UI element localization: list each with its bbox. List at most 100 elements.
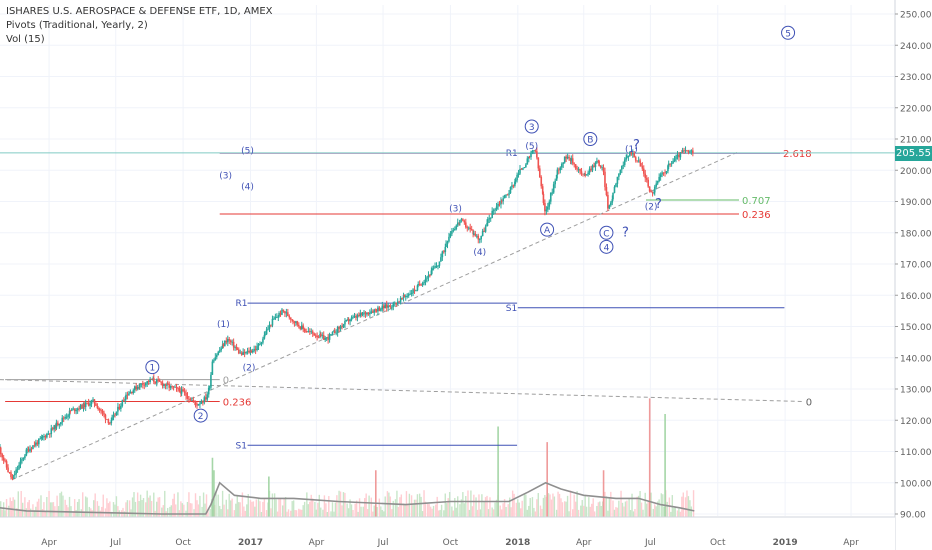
candle-body bbox=[434, 266, 436, 268]
candle-body bbox=[273, 318, 275, 320]
candle-body bbox=[611, 199, 614, 203]
candle-body bbox=[627, 155, 630, 158]
volume-bar bbox=[407, 505, 409, 518]
candle-body bbox=[338, 326, 340, 329]
candle-body bbox=[623, 159, 626, 165]
x-tick-label: Jul bbox=[644, 538, 656, 548]
candle-body bbox=[445, 244, 447, 247]
candle-body bbox=[566, 156, 569, 159]
candle-body bbox=[110, 420, 113, 424]
volume-bar bbox=[520, 508, 522, 518]
candle-body bbox=[97, 408, 99, 410]
candle-body bbox=[556, 169, 559, 175]
volume-bar bbox=[431, 508, 433, 518]
volume-bar bbox=[455, 507, 457, 518]
candle-body bbox=[281, 309, 283, 315]
volume-bar bbox=[636, 496, 638, 518]
candle-body bbox=[533, 150, 535, 151]
volume-spike bbox=[211, 457, 214, 518]
volume-bar bbox=[674, 506, 676, 518]
volume-bar bbox=[259, 501, 261, 518]
candle-body bbox=[302, 325, 305, 329]
volume-bar bbox=[149, 495, 151, 518]
volume-bar bbox=[169, 506, 171, 518]
volume-bar bbox=[75, 510, 77, 518]
volume-bar bbox=[181, 503, 184, 518]
candle-body bbox=[552, 184, 555, 193]
x-tick-label: Jul bbox=[377, 538, 389, 548]
candle-body bbox=[656, 180, 659, 184]
candle-body bbox=[608, 205, 611, 209]
candle-body bbox=[570, 158, 573, 161]
fib-level-label: 0.236 bbox=[223, 398, 252, 409]
volume-bar bbox=[645, 503, 648, 518]
volume-bar bbox=[142, 498, 145, 518]
volume-bar bbox=[35, 506, 37, 518]
wave-label: 3 bbox=[529, 123, 535, 133]
volume-bar bbox=[489, 497, 491, 518]
volume-bar bbox=[199, 495, 201, 518]
volume-bar bbox=[682, 492, 685, 518]
candle-body bbox=[4, 460, 6, 462]
volume-bar bbox=[172, 498, 174, 518]
candle-body bbox=[7, 467, 9, 473]
volume-bar bbox=[632, 511, 635, 518]
volume-bar bbox=[528, 505, 530, 518]
candle-body bbox=[282, 309, 285, 312]
candle-body bbox=[429, 275, 431, 276]
volume-bar bbox=[350, 504, 353, 518]
volume-bar bbox=[334, 502, 337, 518]
volume-bar bbox=[515, 502, 518, 518]
pivots-indicator-label[interactable]: Pivots (Traditional, Yearly, 2) bbox=[6, 20, 148, 31]
candle-body bbox=[180, 389, 183, 394]
volume-bar bbox=[227, 509, 229, 518]
candle-body bbox=[667, 165, 669, 172]
volume-bar bbox=[315, 509, 318, 518]
candle-body bbox=[265, 329, 268, 335]
candle-body bbox=[538, 168, 541, 178]
symbol-title[interactable]: ISHARES U.S. AEROSPACE & DEFENSE ETF, 1D… bbox=[6, 6, 273, 17]
candle-body bbox=[339, 326, 342, 329]
volume-bar bbox=[275, 499, 277, 518]
y-tick-label: 120.00 bbox=[900, 417, 932, 427]
trend-line bbox=[0, 379, 803, 402]
candle-body bbox=[678, 154, 680, 158]
wave-label: (2) bbox=[243, 364, 256, 374]
candle-body bbox=[639, 160, 641, 164]
candle-body bbox=[18, 464, 20, 469]
candle-body bbox=[473, 233, 475, 235]
volume-bar bbox=[492, 509, 495, 518]
candle-body bbox=[292, 319, 294, 322]
candle-body bbox=[456, 222, 459, 226]
volume-bar bbox=[48, 490, 50, 518]
candle-body bbox=[319, 333, 322, 336]
candle-body bbox=[83, 403, 86, 408]
candle-body bbox=[133, 386, 136, 391]
volume-bar bbox=[320, 507, 322, 518]
volume-bar bbox=[299, 509, 301, 518]
volume-bar bbox=[470, 490, 472, 518]
candle-body bbox=[228, 339, 231, 341]
candle-body bbox=[65, 416, 68, 418]
candle-body bbox=[44, 436, 47, 438]
candle-body bbox=[117, 406, 119, 412]
volume-bar bbox=[8, 505, 10, 518]
candle-body bbox=[237, 349, 240, 354]
volume-bar bbox=[437, 510, 440, 518]
candle-body bbox=[497, 203, 499, 207]
wave-label: (4) bbox=[241, 182, 254, 192]
candle-body bbox=[648, 186, 651, 192]
candle-body bbox=[245, 351, 247, 354]
volume-bar bbox=[145, 502, 147, 518]
candle-body bbox=[407, 294, 410, 296]
volume-bar bbox=[326, 511, 329, 518]
volume-bar bbox=[279, 498, 282, 518]
volume-bar bbox=[235, 503, 237, 518]
volume-indicator-label[interactable]: Vol (15) bbox=[6, 34, 45, 45]
volume-bar bbox=[336, 495, 338, 518]
volume-bar bbox=[158, 497, 161, 518]
candle-body bbox=[558, 169, 560, 171]
candle-body bbox=[330, 334, 332, 335]
candle-body bbox=[676, 154, 679, 157]
